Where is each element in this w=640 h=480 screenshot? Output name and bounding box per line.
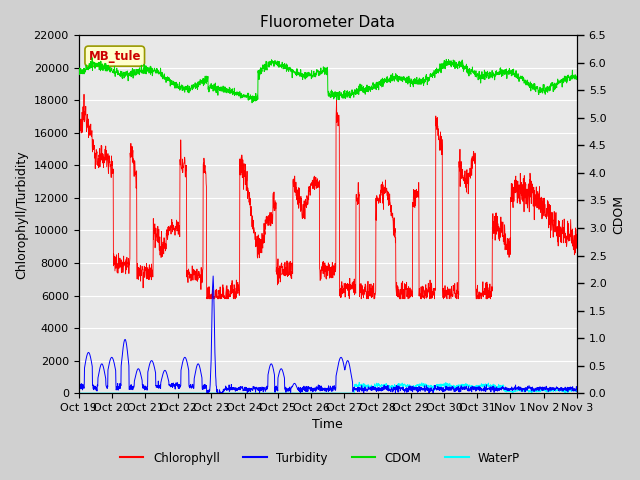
X-axis label: Time: Time bbox=[312, 419, 343, 432]
Legend: Chlorophyll, Turbidity, CDOM, WaterP: Chlorophyll, Turbidity, CDOM, WaterP bbox=[115, 447, 525, 469]
Y-axis label: CDOM: CDOM bbox=[612, 195, 625, 234]
Y-axis label: Chlorophyll/Turbidity: Chlorophyll/Turbidity bbox=[15, 150, 28, 278]
Title: Fluorometer Data: Fluorometer Data bbox=[260, 15, 396, 30]
Text: MB_tule: MB_tule bbox=[88, 49, 141, 63]
